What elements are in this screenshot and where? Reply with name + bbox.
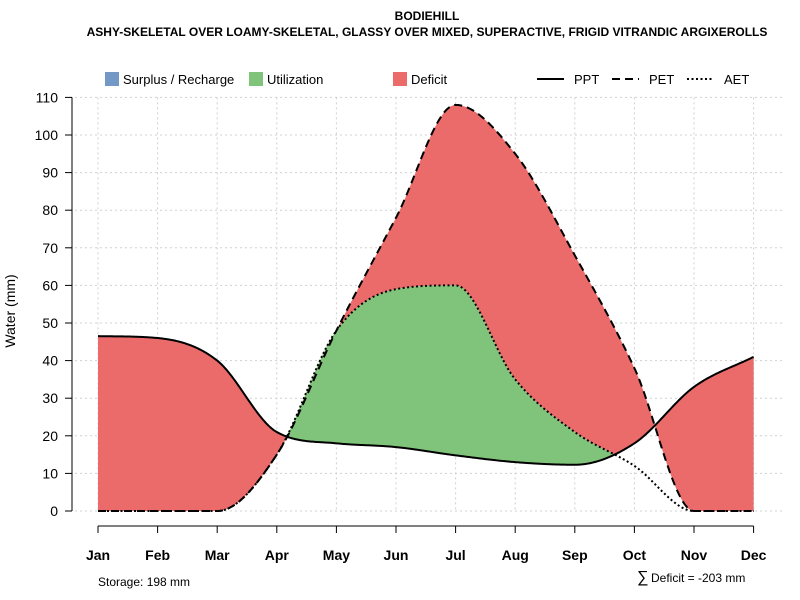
x-tick-label-mar: Mar [205, 547, 230, 563]
y-tick-label: 70 [42, 240, 58, 256]
y-tick-label: 50 [42, 315, 58, 331]
x-tick-label-apr: Apr [265, 547, 290, 563]
y-tick-label: 100 [35, 127, 59, 143]
y-tick-label: 80 [42, 202, 58, 218]
y-axis-label: Water (mm) [2, 274, 18, 347]
series-line-aet [98, 284, 754, 512]
y-tick-label: 20 [42, 428, 58, 444]
axes: 0 10 20 30 40 50 60 70 80 90 100 110 Jan Feb Mar Apr May… [35, 89, 767, 563]
legend-label-utilization: Utilization [267, 72, 323, 87]
y-tick-label: 40 [42, 353, 58, 369]
x-tick-label-oct: Oct [623, 547, 647, 563]
series-lines [97, 103, 755, 512]
x-tick-label-feb: Feb [145, 547, 170, 563]
series-line-ppt [97, 335, 755, 466]
storage-note: Storage: 198 mm [98, 575, 190, 589]
chart-subtitle: ASHY-SKELETAL OVER LOAMY-SKELETAL, GLASS… [87, 25, 768, 39]
utilization-area [98, 285, 754, 465]
y-tick-label: 90 [42, 165, 58, 181]
legend-label-deficit: Deficit [411, 72, 448, 87]
x-tick-label-dec: Dec [741, 547, 767, 563]
legend: Surplus / Recharge Utilization Deficit PPT P… [105, 72, 749, 87]
y-tick-label: 60 [42, 277, 58, 293]
legend-label-surplus-recharge: Surplus / Recharge [123, 72, 234, 87]
y-tick-label: 10 [42, 465, 58, 481]
area-fills [98, 104, 754, 512]
x-tick-label-sep: Sep [562, 547, 588, 563]
y-tick-label: 30 [42, 390, 58, 406]
x-tick-label-jul: Jul [445, 547, 465, 563]
legend-swatch-deficit [393, 72, 407, 86]
chart-title: BODIEHILL [395, 9, 460, 23]
legend-swatch-surplus-recharge [105, 72, 119, 86]
legend-label-pet: PET [649, 72, 674, 87]
y-tick-label: 110 [36, 89, 59, 105]
legend-swatch-utilization [249, 72, 263, 86]
x-tick-label-jun: Jun [384, 547, 409, 563]
legend-label-aet: AET [724, 72, 749, 87]
x-tick-label-nov: Nov [681, 547, 708, 563]
y-tick-label: 0 [50, 503, 58, 519]
deficit-area [98, 104, 754, 512]
deficit-note: Deficit = -203 mm [651, 571, 745, 585]
x-tick-label-aug: Aug [502, 547, 529, 563]
x-tick-label-may: May [323, 547, 350, 563]
sum-symbol: ∑ [637, 569, 648, 586]
x-tick-label-jan: Jan [86, 547, 110, 563]
legend-label-ppt: PPT [574, 72, 599, 87]
